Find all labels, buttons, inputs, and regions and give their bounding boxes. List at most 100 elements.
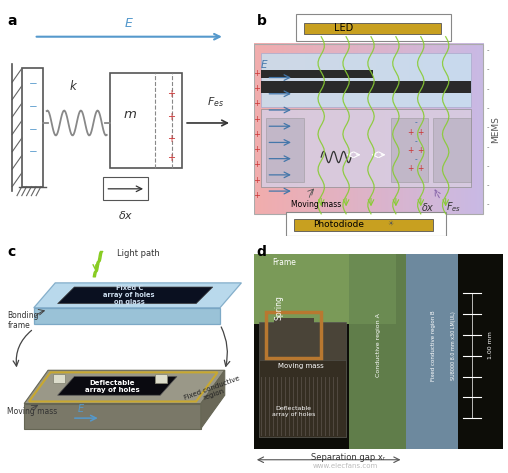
Polygon shape xyxy=(201,370,225,429)
Text: Fixed conductive region B: Fixed conductive region B xyxy=(431,310,436,381)
Text: $+$: $+$ xyxy=(167,133,176,144)
Text: +: + xyxy=(253,99,260,108)
Text: +: + xyxy=(418,146,424,155)
Text: Photodiode: Photodiode xyxy=(313,219,364,228)
Bar xyxy=(22,69,43,186)
Text: -: - xyxy=(415,118,417,128)
Text: Conductive region A: Conductive region A xyxy=(376,313,381,377)
Text: +: + xyxy=(407,128,414,137)
Text: -: - xyxy=(487,67,489,73)
Text: $\delta x$: $\delta x$ xyxy=(421,201,435,213)
Bar xyxy=(262,109,470,186)
Bar xyxy=(259,360,346,437)
Bar xyxy=(259,323,346,437)
Text: +: + xyxy=(253,69,260,78)
Bar xyxy=(110,73,182,168)
Bar xyxy=(433,118,470,182)
Text: -: - xyxy=(415,155,417,164)
Text: 1.00 mm: 1.00 mm xyxy=(488,332,493,359)
Text: Deflectable
array of holes: Deflectable array of holes xyxy=(85,380,140,394)
Text: www.elecfans.com: www.elecfans.com xyxy=(313,463,378,469)
Text: $+$: $+$ xyxy=(167,88,176,99)
Bar xyxy=(348,254,406,449)
Polygon shape xyxy=(57,287,213,304)
Bar xyxy=(267,312,321,358)
Text: $-$: $-$ xyxy=(28,100,38,110)
Polygon shape xyxy=(34,283,241,308)
Text: Fixed C
array of holes
on glass: Fixed C array of holes on glass xyxy=(104,285,155,306)
Text: -: - xyxy=(487,183,489,188)
Bar xyxy=(254,254,396,324)
Text: +: + xyxy=(253,114,260,123)
FancyBboxPatch shape xyxy=(287,211,446,236)
Polygon shape xyxy=(34,308,220,324)
Text: $-$: $-$ xyxy=(28,123,38,132)
Text: Deflectable
array of holes: Deflectable array of holes xyxy=(272,406,315,417)
Polygon shape xyxy=(24,370,225,403)
Bar xyxy=(103,177,148,200)
Bar xyxy=(294,219,433,231)
Text: MEMS: MEMS xyxy=(491,116,500,143)
Text: Light path: Light path xyxy=(117,249,160,258)
Text: +: + xyxy=(418,164,424,173)
Text: $F_{es}$: $F_{es}$ xyxy=(207,96,224,109)
Text: LED: LED xyxy=(334,23,353,33)
Text: Fixed conductive
region: Fixed conductive region xyxy=(183,375,243,407)
Text: +: + xyxy=(418,128,424,137)
Text: Moving mass: Moving mass xyxy=(292,200,341,209)
Text: -: - xyxy=(487,105,489,111)
Text: +: + xyxy=(407,146,414,155)
Text: +: + xyxy=(253,176,260,185)
Text: +: + xyxy=(253,160,260,169)
Text: b: b xyxy=(257,14,266,28)
Text: Moving mass: Moving mass xyxy=(278,363,324,369)
Text: c: c xyxy=(8,245,16,259)
Text: -: - xyxy=(487,144,489,150)
Text: -: - xyxy=(415,137,417,146)
Bar xyxy=(155,375,168,383)
Text: $-$: $-$ xyxy=(28,77,38,87)
Text: $m$: $m$ xyxy=(123,108,137,122)
Bar xyxy=(391,118,428,182)
Text: Bonding
frame: Bonding frame xyxy=(8,311,39,330)
Bar xyxy=(53,375,65,383)
Text: +: + xyxy=(253,130,260,139)
Polygon shape xyxy=(24,403,201,429)
Text: $+$: $+$ xyxy=(167,111,176,122)
Polygon shape xyxy=(57,377,177,395)
Text: -: - xyxy=(487,201,489,208)
Text: +: + xyxy=(253,145,260,154)
Text: Separation gap xᵣ: Separation gap xᵣ xyxy=(311,453,385,463)
Text: $E$: $E$ xyxy=(77,402,85,414)
Bar xyxy=(267,118,304,182)
Bar xyxy=(254,44,483,214)
Text: a: a xyxy=(8,14,17,28)
Text: -: - xyxy=(487,86,489,92)
Text: -: - xyxy=(487,163,489,169)
Text: $\delta x$: $\delta x$ xyxy=(118,209,134,221)
FancyBboxPatch shape xyxy=(296,14,451,41)
Bar xyxy=(274,318,314,351)
Text: ☀: ☀ xyxy=(388,221,394,227)
Text: Frame: Frame xyxy=(272,257,296,267)
Text: $F_{es}$: $F_{es}$ xyxy=(446,200,461,214)
Text: $+$: $+$ xyxy=(167,151,176,163)
Text: $E$: $E$ xyxy=(260,58,268,70)
Text: $-$: $-$ xyxy=(28,145,38,155)
Text: +: + xyxy=(253,84,260,93)
Text: +: + xyxy=(253,191,260,200)
Text: -: - xyxy=(487,124,489,131)
Text: $E$: $E$ xyxy=(124,17,134,30)
Text: -: - xyxy=(487,47,489,53)
Text: $k$: $k$ xyxy=(69,79,78,94)
Bar xyxy=(262,53,470,107)
Text: +: + xyxy=(407,164,414,173)
Bar xyxy=(262,81,470,94)
Text: Spring: Spring xyxy=(274,296,283,320)
Bar xyxy=(406,254,458,449)
Bar xyxy=(304,23,440,35)
Bar xyxy=(262,70,373,78)
Bar xyxy=(458,254,503,449)
Text: Moving mass: Moving mass xyxy=(8,407,58,416)
Text: d: d xyxy=(257,245,266,259)
